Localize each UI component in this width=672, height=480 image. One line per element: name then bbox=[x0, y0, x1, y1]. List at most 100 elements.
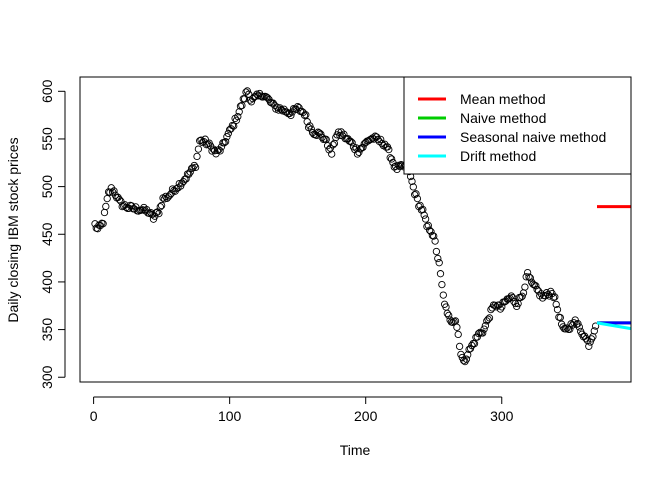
data-point bbox=[348, 139, 356, 147]
data-point bbox=[230, 122, 238, 130]
data-point bbox=[155, 209, 163, 218]
data-point bbox=[562, 325, 570, 333]
y-tick-label: 500 bbox=[39, 175, 55, 199]
data-point bbox=[572, 320, 581, 329]
data-point bbox=[234, 112, 242, 121]
data-point bbox=[287, 111, 295, 120]
data-point bbox=[481, 322, 490, 330]
y-tick-label: 350 bbox=[39, 318, 55, 342]
data-point bbox=[455, 342, 464, 351]
forecast-lines bbox=[596, 205, 632, 331]
data-point bbox=[191, 163, 200, 172]
data-point bbox=[431, 237, 439, 245]
data-point bbox=[103, 194, 111, 203]
data-point bbox=[443, 309, 451, 318]
data-point bbox=[507, 292, 515, 300]
data-point bbox=[238, 101, 246, 110]
data-point bbox=[329, 141, 337, 149]
data-point bbox=[454, 330, 462, 339]
data-point bbox=[436, 270, 445, 278]
data-point bbox=[190, 161, 198, 170]
data-point bbox=[439, 291, 447, 299]
data-point bbox=[533, 285, 541, 294]
x-tick-label: 100 bbox=[218, 408, 242, 424]
data-point bbox=[99, 220, 107, 228]
data-point bbox=[430, 232, 438, 240]
data-point bbox=[389, 158, 397, 167]
legend-label: Naive method bbox=[460, 110, 546, 126]
x-axis-label: Time bbox=[340, 442, 371, 458]
data-point bbox=[216, 147, 224, 155]
data-point bbox=[491, 301, 499, 310]
data-point bbox=[409, 183, 417, 191]
data-point bbox=[240, 95, 249, 103]
data-point bbox=[484, 315, 492, 323]
data-point bbox=[221, 138, 230, 146]
x-axis: 0 100 200 300 bbox=[90, 396, 514, 424]
data-point bbox=[166, 191, 174, 199]
data-point bbox=[553, 305, 562, 314]
data-point bbox=[575, 323, 583, 331]
data-point bbox=[453, 323, 461, 331]
data-point bbox=[378, 139, 386, 148]
data-point bbox=[106, 188, 114, 196]
data-point bbox=[552, 300, 560, 309]
data-point bbox=[526, 274, 534, 282]
data-point bbox=[522, 273, 530, 281]
data-point bbox=[328, 150, 336, 158]
data-point bbox=[549, 293, 558, 302]
y-tick-label: 550 bbox=[39, 127, 55, 151]
data-point bbox=[590, 327, 598, 335]
legend-label: Mean method bbox=[460, 91, 546, 107]
plot-box bbox=[79, 76, 632, 383]
data-point bbox=[421, 215, 430, 223]
data-point bbox=[587, 335, 596, 343]
data-point bbox=[464, 351, 472, 359]
y-axis-label: Daily closing IBM stock prices bbox=[5, 137, 21, 322]
data-point bbox=[194, 145, 203, 153]
data-point bbox=[232, 116, 241, 124]
legend-box bbox=[403, 76, 632, 175]
y-tick-label: 600 bbox=[39, 79, 55, 103]
data-point bbox=[193, 152, 201, 161]
legend-label: Drift method bbox=[460, 148, 536, 164]
data-point bbox=[223, 133, 231, 141]
data-point bbox=[496, 305, 505, 313]
legend-label: Seasonal naive method bbox=[460, 129, 606, 145]
y-axis: 300 350 400 450 500 550 600 bbox=[39, 79, 66, 389]
data-point bbox=[480, 325, 488, 333]
data-point bbox=[506, 294, 514, 302]
data-point bbox=[100, 208, 109, 217]
data-point bbox=[243, 87, 251, 95]
data-point bbox=[156, 203, 164, 211]
y-tick-label: 400 bbox=[39, 270, 55, 294]
data-point bbox=[110, 187, 118, 195]
data-point bbox=[585, 342, 593, 350]
data-point bbox=[236, 102, 245, 110]
y-tick-label: 300 bbox=[39, 365, 55, 389]
data-point bbox=[269, 99, 277, 107]
data-point bbox=[424, 221, 432, 230]
data-point bbox=[235, 108, 243, 116]
data-point bbox=[408, 177, 416, 186]
data-point bbox=[185, 170, 193, 178]
data-point bbox=[102, 202, 110, 211]
data-point bbox=[330, 139, 339, 148]
data-point bbox=[387, 155, 396, 163]
forecast-line-drift-method bbox=[596, 321, 632, 331]
data-point bbox=[306, 122, 314, 130]
data-point bbox=[377, 135, 385, 144]
data-point bbox=[385, 145, 393, 154]
data-point bbox=[589, 333, 597, 341]
data-point bbox=[462, 355, 471, 363]
data-point bbox=[420, 211, 428, 219]
data-point bbox=[374, 135, 382, 144]
data-point bbox=[521, 283, 529, 291]
data-point bbox=[485, 314, 494, 322]
x-tick-label: 300 bbox=[490, 408, 514, 424]
data-point bbox=[571, 316, 579, 324]
data-point bbox=[518, 292, 526, 300]
data-point bbox=[412, 190, 420, 198]
data-point bbox=[591, 322, 600, 330]
data-point bbox=[302, 111, 310, 119]
